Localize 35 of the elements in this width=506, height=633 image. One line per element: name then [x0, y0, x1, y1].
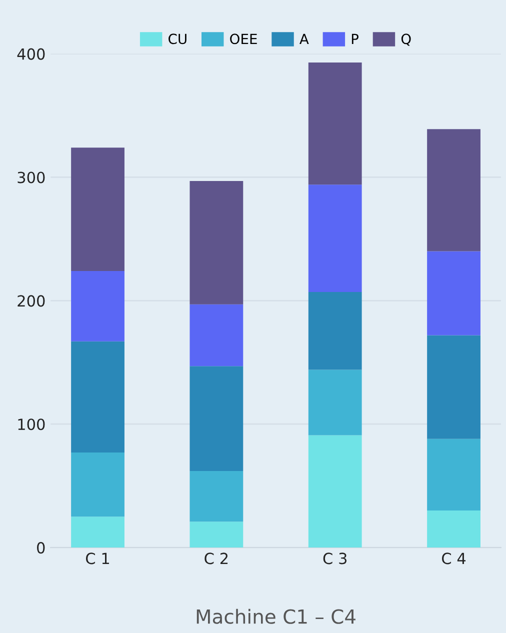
- x-tick-label: C 1: [86, 552, 109, 564]
- x-axis-title: Machine C1 – C4: [196, 608, 356, 624]
- bar: [427, 251, 480, 336]
- x-tick-label: C 4: [442, 552, 466, 564]
- y-tick-label: 0: [37, 542, 45, 554]
- y-tick-label: 100: [18, 418, 45, 430]
- legend-label: A: [300, 34, 309, 44]
- bar: [71, 148, 124, 272]
- bar: [190, 366, 244, 472]
- bar: [427, 510, 480, 548]
- bar: [427, 129, 480, 252]
- legend-label: OEE: [230, 34, 257, 44]
- bar: [308, 184, 362, 292]
- bar: [190, 180, 244, 304]
- bar: [308, 292, 362, 370]
- bar: [71, 341, 124, 452]
- bar: [308, 370, 362, 436]
- bar: [190, 522, 244, 548]
- bar: [427, 438, 480, 511]
- x-tick-label: C 3: [323, 552, 346, 564]
- bar: [308, 435, 362, 548]
- x-tick-label: C 2: [204, 552, 228, 564]
- bar: [71, 516, 124, 548]
- bar: [71, 271, 124, 342]
- y-tick-label: 200: [18, 295, 45, 307]
- bar: [71, 452, 124, 517]
- bar: [190, 304, 244, 366]
- legend-label: CU: [168, 34, 186, 44]
- y-tick-label: 300: [18, 172, 45, 184]
- legend-label: Q: [401, 34, 411, 46]
- bar: [308, 62, 362, 185]
- bar: [190, 471, 244, 522]
- bar: [427, 335, 480, 439]
- legend-label: P: [352, 34, 358, 44]
- y-tick-label: 400: [17, 48, 45, 60]
